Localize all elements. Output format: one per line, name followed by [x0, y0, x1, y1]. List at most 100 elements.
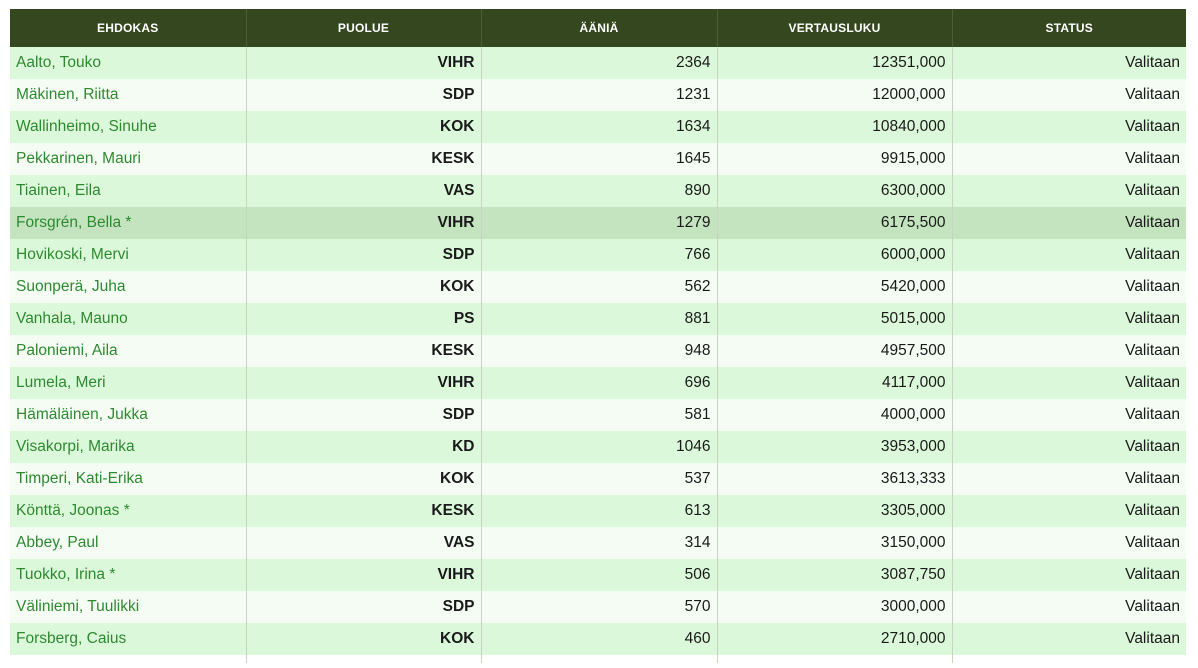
candidate-name-link[interactable]: Hovikoski, Mervi — [10, 239, 247, 271]
candidate-name-link[interactable]: Vanhala, Mauno — [10, 303, 247, 335]
comparison-number-cell: 9915,000 — [717, 143, 953, 175]
table-row-partial — [10, 655, 1186, 663]
party-cell: KOK — [246, 271, 482, 303]
results-table-container: EHDOKAS PUOLUE ÄÄNIÄ VERTAUSLUKU STATUS … — [10, 9, 1186, 663]
column-header-votes[interactable]: ÄÄNIÄ — [481, 9, 718, 47]
votes-cell: 562 — [481, 271, 718, 303]
table-row[interactable]: Mäkinen, Riitta SDP 1231 12000,000 Valitaan — [10, 79, 1186, 111]
status-cell: Valitaan — [952, 399, 1186, 431]
party-cell: KD — [246, 431, 482, 463]
table-row[interactable]: Hovikoski, Mervi SDP 766 6000,000 Valitaan — [10, 239, 1186, 271]
votes-cell: 1279 — [481, 207, 718, 239]
votes-cell: 506 — [481, 559, 718, 591]
candidate-name-link[interactable]: Suonperä, Juha — [10, 271, 247, 303]
column-header-party[interactable]: PUOLUE — [246, 9, 482, 47]
comparison-number-cell: 4117,000 — [717, 367, 953, 399]
party-cell: SDP — [246, 591, 482, 623]
table-row[interactable]: Suonperä, Juha KOK 562 5420,000 Valitaan — [10, 271, 1186, 303]
votes-cell: 1046 — [481, 431, 718, 463]
party-cell: VAS — [246, 175, 482, 207]
status-cell: Valitaan — [952, 143, 1186, 175]
candidate-name-link[interactable]: Tiainen, Eila — [10, 175, 247, 207]
table-row[interactable]: Väliniemi, Tuulikki SDP 570 3000,000 Valitaa… — [10, 591, 1186, 623]
table-row[interactable]: Lumela, Meri VIHR 696 4117,000 Valitaan — [10, 367, 1186, 399]
comparison-number-cell: 10840,000 — [717, 111, 953, 143]
table-row[interactable]: Timperi, Kati-Erika KOK 537 3613,333 Valitaa… — [10, 463, 1186, 495]
status-cell: Valitaan — [952, 591, 1186, 623]
table-row[interactable]: Könttä, Joonas * KESK 613 3305,000 Valitaan — [10, 495, 1186, 527]
party-cell: KOK — [246, 111, 482, 143]
candidate-name-link[interactable]: Paloniemi, Aila — [10, 335, 247, 367]
table-header: EHDOKAS PUOLUE ÄÄNIÄ VERTAUSLUKU STATUS — [10, 9, 1186, 47]
party-cell: VIHR — [246, 47, 482, 79]
candidate-name-link[interactable]: Visakorpi, Marika — [10, 431, 247, 463]
status-cell: Valitaan — [952, 431, 1186, 463]
votes-cell: 570 — [481, 591, 718, 623]
candidate-name-link[interactable]: Forsberg, Caius — [10, 623, 247, 655]
comparison-number-cell: 4000,000 — [717, 399, 953, 431]
table-row[interactable]: Hämäläinen, Jukka SDP 581 4000,000 Valitaan — [10, 399, 1186, 431]
comparison-number-cell: 12351,000 — [717, 47, 953, 79]
votes-cell: 766 — [481, 239, 718, 271]
candidate-name-link[interactable]: Mäkinen, Riitta — [10, 79, 247, 111]
votes-cell: 581 — [481, 399, 718, 431]
status-cell: Valitaan — [952, 239, 1186, 271]
candidate-name-link[interactable]: Forsgrén, Bella * — [10, 207, 247, 239]
comparison-number-cell: 12000,000 — [717, 79, 953, 111]
votes-cell: 460 — [481, 623, 718, 655]
table-row[interactable]: Paloniemi, Aila KESK 948 4957,500 Valitaan — [10, 335, 1186, 367]
candidate-name-link[interactable]: Könttä, Joonas * — [10, 495, 247, 527]
party-cell: KESK — [246, 495, 482, 527]
table-row[interactable]: Visakorpi, Marika KD 1046 3953,000 Valitaan — [10, 431, 1186, 463]
party-cell: SDP — [246, 399, 482, 431]
comparison-number-cell: 3305,000 — [717, 495, 953, 527]
party-cell: KESK — [246, 335, 482, 367]
votes-cell: 948 — [481, 335, 718, 367]
candidate-name-link[interactable]: Väliniemi, Tuulikki — [10, 591, 247, 623]
empty-cell — [10, 655, 247, 663]
votes-cell: 696 — [481, 367, 718, 399]
table-row[interactable]: Tiainen, Eila VAS 890 6300,000 Valitaan — [10, 175, 1186, 207]
comparison-number-cell: 3150,000 — [717, 527, 953, 559]
comparison-number-cell: 2710,000 — [717, 623, 953, 655]
candidate-name-link[interactable]: Hämäläinen, Jukka — [10, 399, 247, 431]
empty-cell — [717, 655, 953, 663]
status-cell: Valitaan — [952, 527, 1186, 559]
candidate-name-link[interactable]: Aalto, Touko — [10, 47, 247, 79]
status-cell: Valitaan — [952, 623, 1186, 655]
table-row[interactable]: Tuokko, Irina * VIHR 506 3087,750 Valitaan — [10, 559, 1186, 591]
candidate-name-link[interactable]: Wallinheimo, Sinuhe — [10, 111, 247, 143]
candidate-name-link[interactable]: Tuokko, Irina * — [10, 559, 247, 591]
party-cell: VIHR — [246, 367, 482, 399]
votes-cell: 881 — [481, 303, 718, 335]
candidate-name-link[interactable]: Lumela, Meri — [10, 367, 247, 399]
status-cell: Valitaan — [952, 335, 1186, 367]
candidate-name-link[interactable]: Pekkarinen, Mauri — [10, 143, 247, 175]
table-row[interactable]: Aalto, Touko VIHR 2364 12351,000 Valitaan — [10, 47, 1186, 79]
table-row[interactable]: Pekkarinen, Mauri KESK 1645 9915,000 Valitaa… — [10, 143, 1186, 175]
comparison-number-cell: 3087,750 — [717, 559, 953, 591]
column-header-comparison[interactable]: VERTAUSLUKU — [717, 9, 953, 47]
comparison-number-cell: 5420,000 — [717, 271, 953, 303]
empty-cell — [481, 655, 718, 663]
election-results-table: EHDOKAS PUOLUE ÄÄNIÄ VERTAUSLUKU STATUS … — [10, 9, 1186, 663]
status-cell: Valitaan — [952, 79, 1186, 111]
party-cell: KESK — [246, 143, 482, 175]
candidate-name-link[interactable]: Timperi, Kati-Erika — [10, 463, 247, 495]
table-row[interactable]: Abbey, Paul VAS 314 3150,000 Valitaan — [10, 527, 1186, 559]
table-body: Aalto, Touko VIHR 2364 12351,000 Valitaan Mäk… — [10, 47, 1186, 663]
table-row[interactable]: Forsberg, Caius KOK 460 2710,000 Valitaan — [10, 623, 1186, 655]
table-row[interactable]: Wallinheimo, Sinuhe KOK 1634 10840,000 Valit… — [10, 111, 1186, 143]
column-header-status[interactable]: STATUS — [952, 9, 1186, 47]
column-header-candidate[interactable]: EHDOKAS — [10, 9, 247, 47]
table-row[interactable]: Vanhala, Mauno PS 881 5015,000 Valitaan — [10, 303, 1186, 335]
candidate-name-link[interactable]: Abbey, Paul — [10, 527, 247, 559]
status-cell: Valitaan — [952, 559, 1186, 591]
comparison-number-cell: 4957,500 — [717, 335, 953, 367]
party-cell: SDP — [246, 239, 482, 271]
table-row[interactable]: Forsgrén, Bella * VIHR 1279 6175,500 Valitaa… — [10, 207, 1186, 239]
status-cell: Valitaan — [952, 47, 1186, 79]
comparison-number-cell: 6300,000 — [717, 175, 953, 207]
header-row: EHDOKAS PUOLUE ÄÄNIÄ VERTAUSLUKU STATUS — [10, 9, 1186, 47]
status-cell: Valitaan — [952, 303, 1186, 335]
